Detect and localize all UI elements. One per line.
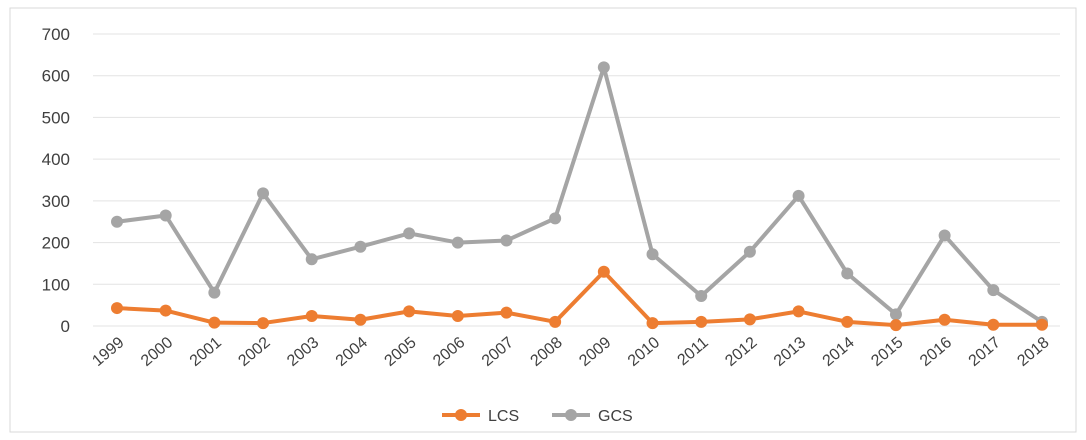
data-point-lcs (987, 318, 1000, 331)
data-point-lcs (841, 315, 854, 328)
data-point-gcs (695, 289, 708, 302)
data-point-gcs (549, 212, 562, 225)
data-point-lcs (354, 313, 367, 326)
series-lcs (111, 265, 1048, 332)
series-lines (111, 61, 1048, 332)
data-point-lcs (889, 319, 902, 332)
data-point-lcs (646, 317, 659, 330)
y-tick-label: 0 (61, 317, 70, 336)
data-point-gcs (111, 215, 123, 228)
data-point-gcs (354, 240, 367, 253)
legend-label-lcs: LCS (488, 408, 519, 425)
series-gcs (111, 61, 1048, 328)
y-tick-label: 200 (42, 234, 70, 253)
y-tick-label: 500 (42, 108, 70, 127)
data-point-gcs (889, 308, 902, 321)
data-point-lcs (743, 313, 756, 326)
data-point-gcs (841, 267, 854, 280)
legend-item-lcs: LCS (442, 408, 519, 425)
y-axis-ticks: 0 100 200 300 400 500 600 700 (42, 25, 70, 336)
data-point-gcs (305, 253, 318, 266)
data-point-lcs (403, 305, 416, 318)
data-point-lcs (111, 302, 123, 315)
data-point-gcs (208, 286, 221, 299)
data-point-gcs (743, 245, 756, 258)
data-point-lcs (1036, 318, 1048, 331)
legend-marker-lcs (455, 409, 467, 421)
data-point-lcs (597, 265, 610, 278)
data-point-lcs (792, 305, 805, 318)
legend-label-gcs: GCS (598, 408, 633, 425)
data-point-lcs (451, 309, 464, 322)
data-point-lcs (549, 315, 562, 328)
y-tick-label: 300 (42, 192, 70, 211)
data-point-gcs (159, 209, 172, 222)
y-tick-label: 400 (42, 150, 70, 169)
data-point-gcs (500, 234, 513, 247)
data-point-gcs (451, 236, 464, 249)
legend: LCS GCS (442, 408, 633, 425)
data-point-gcs (646, 248, 659, 261)
series-line-lcs (116, 269, 1042, 328)
data-point-lcs (938, 313, 951, 326)
data-point-gcs (257, 187, 270, 200)
data-point-gcs (403, 227, 416, 240)
data-point-gcs (987, 284, 1000, 297)
data-point-lcs (695, 315, 708, 328)
data-point-lcs (500, 306, 513, 319)
data-point-gcs (597, 61, 610, 74)
data-point-lcs (208, 316, 221, 329)
data-point-gcs (792, 189, 805, 202)
legend-marker-gcs (565, 409, 577, 421)
y-tick-label: 100 (42, 275, 70, 294)
data-point-lcs (305, 309, 318, 322)
y-tick-label: 700 (42, 25, 70, 44)
series-line-gcs (116, 65, 1044, 324)
chart-frame (9, 7, 1077, 433)
y-tick-label: 600 (42, 67, 70, 86)
data-point-lcs (257, 317, 270, 330)
data-point-lcs (159, 304, 172, 317)
legend-item-gcs: GCS (552, 408, 633, 425)
data-point-gcs (938, 229, 951, 242)
